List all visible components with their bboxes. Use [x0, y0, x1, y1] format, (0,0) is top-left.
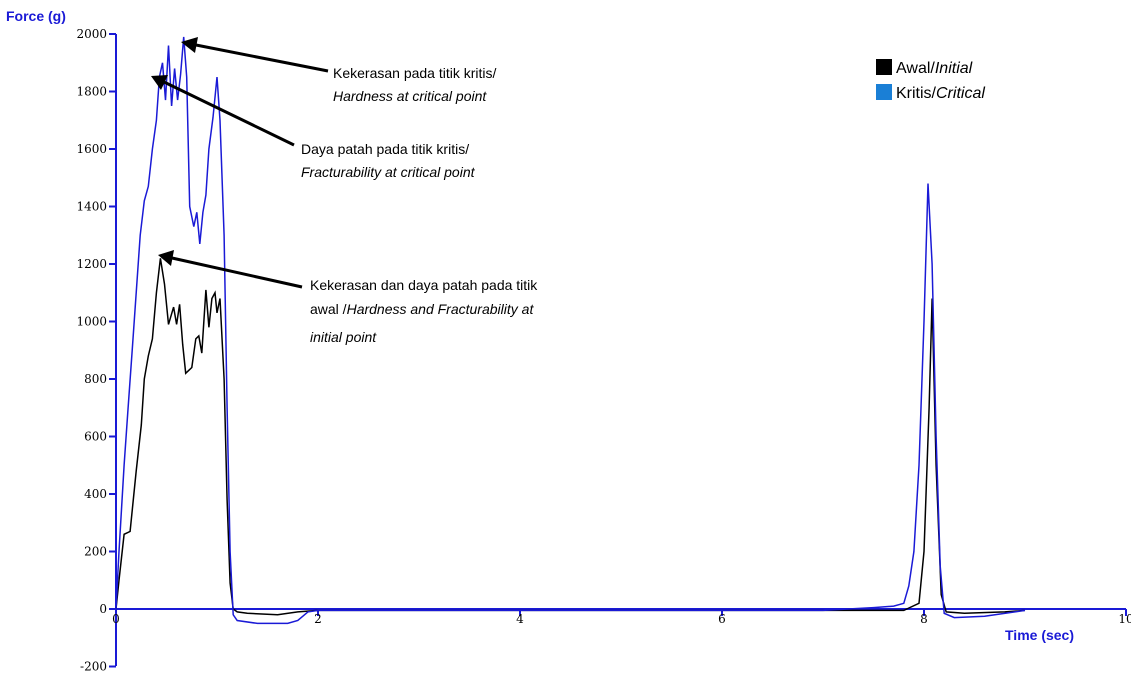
y-tick-label: 800 [84, 372, 107, 386]
y-tick-label: 400 [84, 487, 107, 501]
series-layer [115, 36, 1026, 625]
y-tick-label: 2000 [76, 27, 107, 41]
x-tick-label: 2 [314, 612, 322, 626]
y-tick-label: 1000 [76, 315, 107, 329]
y-tick-label: 1400 [76, 200, 107, 214]
series-line-initial [115, 258, 1026, 616]
annotation-hardness-critical-line2: Hardness at critical point [333, 88, 487, 104]
x-tick-label: 10 [1118, 612, 1131, 626]
annotation-arrows [151, 37, 329, 289]
arrow-fracturability-critical [163, 80, 295, 147]
annotation-hardness-critical-line1: Kekerasan pada titik kritis/ [333, 65, 497, 81]
arrow-hardness-critical [195, 43, 329, 73]
y-tick-label: 600 [84, 430, 107, 444]
series-line-critical [115, 36, 1026, 625]
y-axis-title: Force (g) [6, 8, 66, 24]
legend-swatch-critical [876, 84, 892, 100]
y-tick-label: -200 [80, 660, 107, 673]
x-axis-title: Time (sec) [1005, 627, 1074, 643]
x-axis-ticks: 0 2 4 6 8 10 [112, 609, 1131, 626]
arrow-initial-point [171, 256, 303, 289]
annotation-initial-line3: initial point [310, 329, 377, 345]
y-tick-label: 0 [99, 602, 107, 616]
annotation-fracturability-critical-line1: Daya patah pada titik kritis/ [301, 141, 469, 157]
y-tick-label: 1600 [76, 142, 107, 156]
y-tick-label: 1800 [76, 85, 107, 99]
y-tick-label: 200 [84, 545, 107, 559]
annotation-initial-line2: awal /Hardness and Fracturability at [310, 301, 534, 317]
x-tick-label: 8 [920, 612, 928, 626]
y-tick-label: 1200 [76, 257, 107, 271]
annotation-fracturability-critical-line2: Fracturability at critical point [301, 164, 476, 180]
arrowhead-initial-point [158, 250, 174, 266]
legend: Awal/Initial Kritis/Critical [876, 59, 985, 102]
arrowhead-fracturability-critical [151, 75, 168, 90]
annotation-initial-line1: Kekerasan dan daya patah pada titik [310, 277, 538, 293]
arrowhead-hardness-critical [181, 37, 198, 53]
x-tick-label: 0 [112, 612, 120, 626]
x-tick-label: 6 [718, 612, 726, 626]
y-axis-ticks: -200 0 200 400 600 800 1000 1200 1400 1600 1800 200… [76, 27, 116, 673]
legend-label-critical: Kritis/Critical [896, 85, 985, 102]
x-tick-label: 4 [516, 612, 524, 626]
legend-label-initial: Awal/Initial [896, 60, 973, 77]
legend-swatch-initial [876, 59, 892, 75]
